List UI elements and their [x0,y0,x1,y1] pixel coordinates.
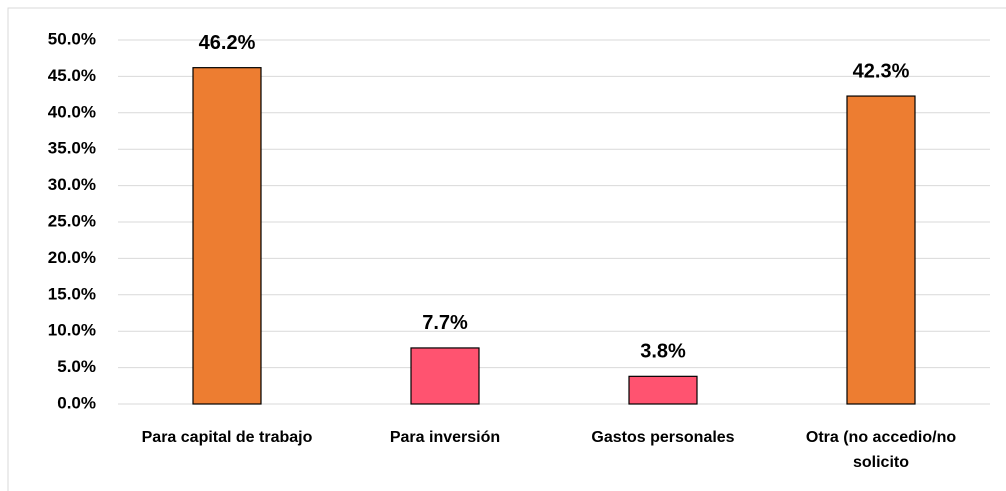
data-label: 7.7% [422,312,468,334]
y-tick-label: 45.0% [48,66,96,85]
y-tick-label: 10.0% [48,321,96,340]
x-tick-label: Para inversión [389,429,501,446]
data-label: 46.2% [199,32,256,54]
chart-frame [7,7,1006,491]
y-tick-label: 25.0% [48,211,96,230]
x-tick-label: Para capital de trabajo [141,429,313,446]
bar [628,375,698,405]
data-label: 3.8% [640,341,686,363]
bar [846,95,916,405]
y-tick-label: 5.0% [57,357,96,376]
x-tick-label: Otra (no accedio/no solicito [805,429,957,471]
data-label: 42.3% [853,60,910,82]
y-tick-label: 15.0% [48,284,96,303]
x-tick-label: Gastos personales [591,429,735,446]
y-tick-label: 0.0% [57,393,96,412]
y-tick-label: 35.0% [48,139,96,158]
y-tick-label: 20.0% [48,248,96,267]
y-tick-label: 40.0% [48,102,96,121]
bar [410,347,480,405]
y-tick-label: 50.0% [48,29,96,48]
y-tick-label: 30.0% [48,175,96,194]
bar [192,67,262,405]
